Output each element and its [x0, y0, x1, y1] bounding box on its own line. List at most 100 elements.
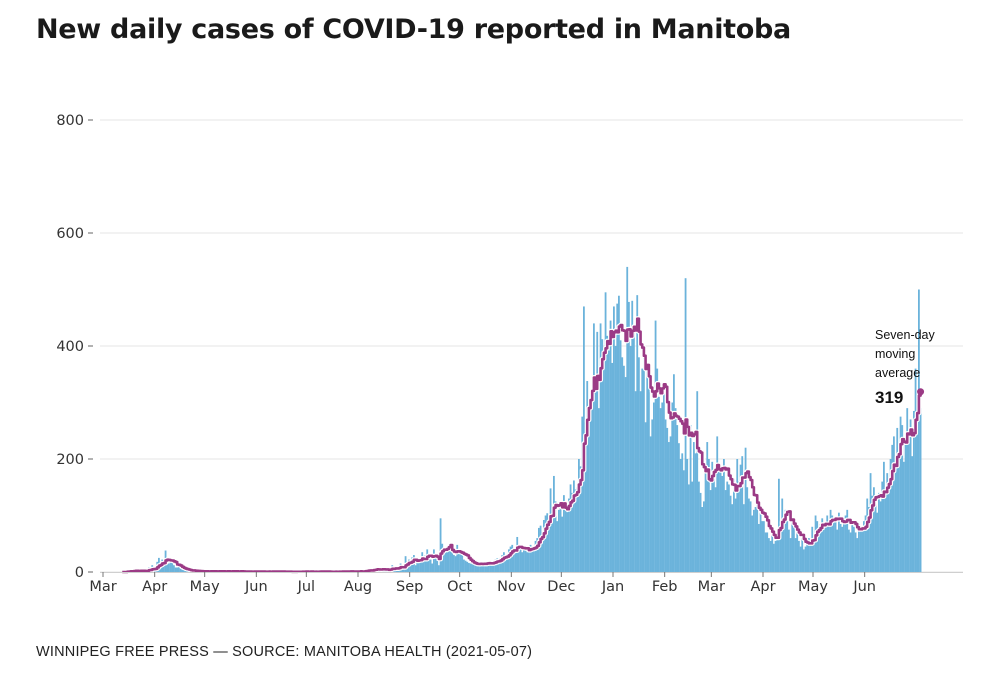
x-tick-label: Mar	[89, 579, 116, 595]
x-tick-label: Feb	[652, 579, 678, 595]
case-bar	[443, 552, 445, 572]
case-bar	[633, 329, 635, 572]
case-bar	[784, 509, 787, 572]
annotation-line-3: average	[875, 366, 920, 380]
case-bar	[593, 323, 595, 572]
case-bar	[523, 546, 525, 572]
case-bar	[789, 538, 792, 572]
case-bar	[896, 427, 899, 572]
case-bar	[524, 550, 527, 572]
case-bar	[619, 340, 622, 572]
case-bar	[799, 546, 802, 572]
case-bar	[603, 357, 605, 572]
case-bar	[618, 295, 620, 572]
case-bar	[749, 501, 752, 573]
case-bar	[813, 535, 815, 572]
case-bar	[616, 303, 619, 573]
case-bar	[913, 410, 915, 572]
case-bar	[781, 498, 784, 572]
case-bar	[163, 562, 165, 572]
case-bar	[428, 556, 430, 572]
case-bar	[508, 549, 510, 572]
case-bar	[466, 561, 469, 572]
case-bar	[886, 473, 889, 573]
case-bar	[536, 538, 539, 572]
case-bar	[556, 521, 559, 572]
case-bar	[419, 557, 422, 573]
case-bar	[431, 563, 434, 572]
case-bar	[559, 504, 562, 572]
case-bar	[816, 521, 819, 572]
case-bar	[854, 532, 857, 572]
case-bar	[671, 402, 674, 572]
case-bar	[706, 442, 709, 572]
case-bar	[734, 498, 737, 572]
case-bar	[598, 408, 600, 572]
case-bar	[611, 362, 614, 572]
x-tick-label: Apr	[750, 579, 775, 595]
case-bar	[773, 543, 775, 572]
case-bar	[449, 550, 452, 572]
case-bar	[578, 459, 580, 572]
case-bar	[181, 569, 184, 572]
case-bar	[666, 427, 669, 572]
case-bar	[173, 565, 175, 572]
case-bar	[841, 526, 844, 572]
case-bar	[561, 516, 564, 572]
case-bar	[906, 408, 909, 572]
case-bar	[579, 466, 582, 572]
x-tick-label: Oct	[447, 579, 472, 595]
case-bar	[786, 521, 789, 572]
case-bar	[711, 461, 714, 572]
case-bar	[664, 419, 667, 572]
case-bar	[723, 459, 725, 572]
case-bar	[761, 521, 764, 572]
case-bar	[909, 419, 912, 572]
case-bar	[509, 546, 512, 572]
case-bar	[179, 568, 182, 572]
case-bar	[491, 561, 494, 572]
case-bar	[794, 538, 797, 572]
case-bar	[793, 526, 795, 572]
case-bar	[589, 402, 592, 572]
case-bar	[778, 478, 780, 572]
case-bar	[506, 555, 509, 572]
case-bar	[439, 518, 442, 572]
case-bar	[764, 532, 767, 572]
case-bar	[614, 346, 617, 572]
case-bar	[423, 560, 425, 572]
y-tick-label: 0	[75, 565, 84, 581]
case-bar	[418, 559, 420, 572]
case-bar	[566, 512, 569, 572]
case-bar	[774, 540, 777, 572]
case-bar	[829, 509, 832, 572]
case-bar	[504, 556, 507, 572]
case-bar	[828, 523, 830, 572]
case-bar	[676, 425, 679, 572]
case-bar	[663, 391, 665, 572]
case-bar	[708, 459, 710, 572]
case-bar	[701, 507, 704, 572]
case-bar	[481, 564, 484, 572]
case-bar	[581, 416, 584, 573]
x-tick-label: May	[798, 579, 828, 595]
case-bar	[563, 495, 565, 572]
case-bar	[401, 568, 404, 572]
y-tick-label: 200	[56, 452, 84, 468]
case-bar	[738, 481, 740, 572]
case-bar	[473, 564, 475, 572]
case-bar	[903, 461, 905, 572]
case-bar	[539, 525, 542, 572]
case-bar	[716, 436, 719, 572]
case-bar	[819, 523, 822, 572]
annotation-line-2: moving	[875, 347, 915, 361]
case-bar	[519, 549, 522, 572]
case-bar	[599, 323, 602, 572]
case-bar	[178, 566, 180, 572]
case-bar	[183, 569, 185, 572]
case-bar	[733, 478, 735, 572]
case-bar	[553, 475, 555, 572]
case-bar	[464, 560, 467, 572]
case-bar	[694, 453, 697, 572]
case-bar	[541, 532, 544, 572]
